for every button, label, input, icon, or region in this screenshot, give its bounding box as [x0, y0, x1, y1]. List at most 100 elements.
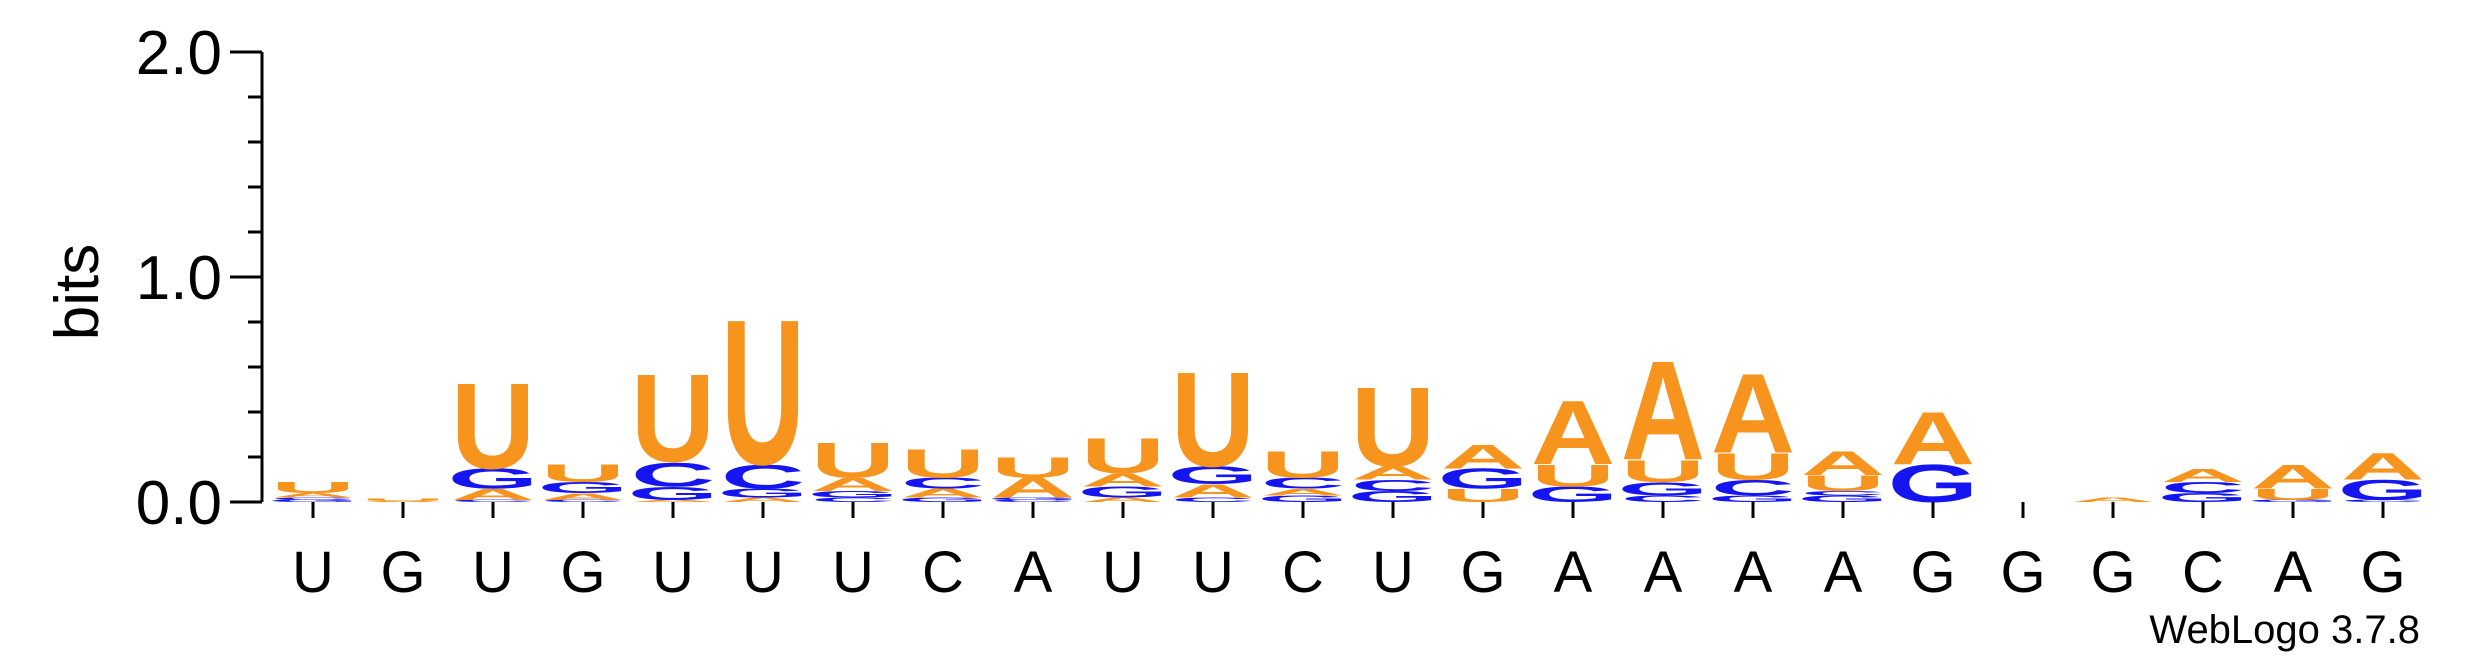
logo-glyph-G: G: [1618, 478, 1709, 499]
y-axis-label: bits: [43, 244, 112, 340]
logo-glyph-C: C: [901, 474, 985, 492]
logo-glyph-U: U: [1261, 444, 1345, 486]
logo-glyph-A: A: [721, 496, 805, 503]
logo-glyph-U: U: [1801, 471, 1885, 496]
x-tick-label: U: [1192, 540, 1234, 605]
x-tick-label: U: [292, 540, 334, 605]
logo-glyph-G: G: [538, 479, 629, 497]
logo-glyph-U: U: [1081, 428, 1165, 484]
x-tick-label: G: [560, 540, 605, 605]
logo-glyph-G: G: [1708, 493, 1799, 504]
x-tick-label: A: [1014, 540, 1053, 605]
logo-glyph-G: G: [1438, 463, 1529, 495]
y-tick-label: 1.0: [136, 244, 222, 313]
logo-glyph-G: G: [2158, 491, 2249, 505]
x-tick-label: G: [380, 540, 425, 605]
logo-glyph-C: C: [1351, 477, 1435, 495]
logo-glyph-U: U: [991, 452, 1075, 484]
logo-glyph-A: A: [2161, 465, 2245, 486]
logo-glyph-C: C: [271, 497, 355, 501]
logo-glyph-A: A: [1531, 382, 1615, 484]
logo-glyph-C: C: [1621, 493, 1705, 504]
x-tick-label: C: [1282, 540, 1324, 605]
logo-glyph-C: C: [1261, 474, 1345, 492]
logo-glyph-C: C: [1711, 475, 1795, 500]
logo-glyph-G: G: [628, 483, 719, 504]
logo-glyph-C: C: [991, 499, 1075, 503]
logo-glyph-U: U: [361, 498, 445, 502]
logo-glyph-A: A: [361, 501, 445, 503]
x-tick-label: G: [2000, 540, 2045, 605]
logo-glyph-A: A: [2341, 446, 2425, 488]
x-tick-label: A: [1824, 540, 1863, 605]
logo-glyph-U: U: [2251, 486, 2335, 504]
logo-glyph-G: G: [808, 489, 899, 500]
logo-glyph-G: G: [1258, 493, 1349, 504]
logo-glyph-U: U: [721, 276, 805, 508]
x-tick-label: U: [1102, 540, 1144, 605]
logo-glyph-G: G: [268, 499, 359, 503]
logo-glyph-G: G: [988, 497, 1079, 501]
x-tick-label: A: [2274, 540, 2313, 605]
logo-glyph-G: G: [1798, 493, 1889, 504]
logo-glyph-U: U: [1711, 446, 1795, 488]
logo-glyph-A: A: [811, 474, 895, 495]
x-tick-label: G: [1910, 540, 1955, 605]
logo-glyph-A: A: [1441, 437, 1525, 476]
logo-glyph-A: A: [1621, 333, 1705, 490]
logo-glyph-A: A: [2071, 496, 2155, 503]
y-tick-label: 2.0: [136, 19, 222, 88]
logo-glyph-C: C: [2341, 499, 2425, 503]
x-tick-label: A: [1644, 540, 1683, 605]
x-tick-label: U: [652, 540, 694, 605]
x-tick-label: U: [742, 540, 784, 605]
x-tick-label: A: [1734, 540, 1773, 605]
logo-glyph-G: G: [2248, 499, 2339, 503]
logo-glyph-U: U: [541, 459, 625, 487]
logo-glyph-U: U: [1351, 365, 1435, 491]
logo-glyph-G: G: [448, 463, 539, 495]
logo-glyph-U: U: [811, 432, 895, 488]
logo-glyph-A: A: [2251, 458, 2335, 497]
logo-glyph-U: U: [631, 347, 715, 488]
weblogo-credit: WebLogo 3.7.8: [2149, 608, 2420, 652]
logo-glyph-U: U: [1171, 344, 1255, 495]
logo-glyph-A: A: [1081, 496, 1165, 503]
logo-glyph-G: G: [1348, 488, 1439, 506]
x-tick-label: U: [472, 540, 514, 605]
logo-glyph-A: A: [901, 486, 985, 500]
logo-glyph-A: A: [631, 499, 715, 503]
logo-glyph-G: G: [1078, 483, 1169, 501]
y-axis: 0.0 1.0 2.0: [136, 19, 264, 538]
logo-glyph-U: U: [1621, 454, 1705, 489]
logo-glyph-C: C: [811, 496, 895, 503]
logo-glyph-C: C: [631, 455, 715, 494]
logo-glyph-C: C: [451, 499, 535, 503]
logo-glyph-C: C: [721, 458, 805, 497]
x-tick-label: U: [1372, 540, 1414, 605]
logo-glyph-U: U: [1441, 485, 1525, 506]
x-tick-label: G: [2360, 540, 2405, 605]
logo-glyph-C: C: [2161, 479, 2245, 497]
logo-glyph-C: C: [541, 499, 625, 503]
logo-glyph-A: A: [1171, 480, 1255, 501]
logo-glyph-A: A: [1081, 469, 1165, 490]
logo-glyph-C: C: [1171, 496, 1255, 503]
logo-glyph-A: A: [1351, 462, 1435, 483]
logo-glyph-A: A: [1891, 395, 1975, 479]
x-tick-label: U: [832, 540, 874, 605]
x-tick-label: C: [922, 540, 964, 605]
logo-glyph-A: A: [1261, 487, 1345, 498]
logo-glyph-U: U: [271, 479, 355, 497]
x-tick-label: G: [1460, 540, 1505, 605]
logo-glyph-G: G: [1168, 461, 1259, 489]
logo-glyph-A: A: [541, 491, 625, 502]
logo-glyph-A: A: [451, 486, 535, 504]
x-tick-label: G: [2090, 540, 2135, 605]
logo-glyph-U: U: [1531, 458, 1615, 493]
logo-glyph-A: A: [1711, 351, 1795, 477]
logo-glyph-U: U: [451, 359, 535, 495]
y-tick-label: 0.0: [136, 469, 222, 538]
